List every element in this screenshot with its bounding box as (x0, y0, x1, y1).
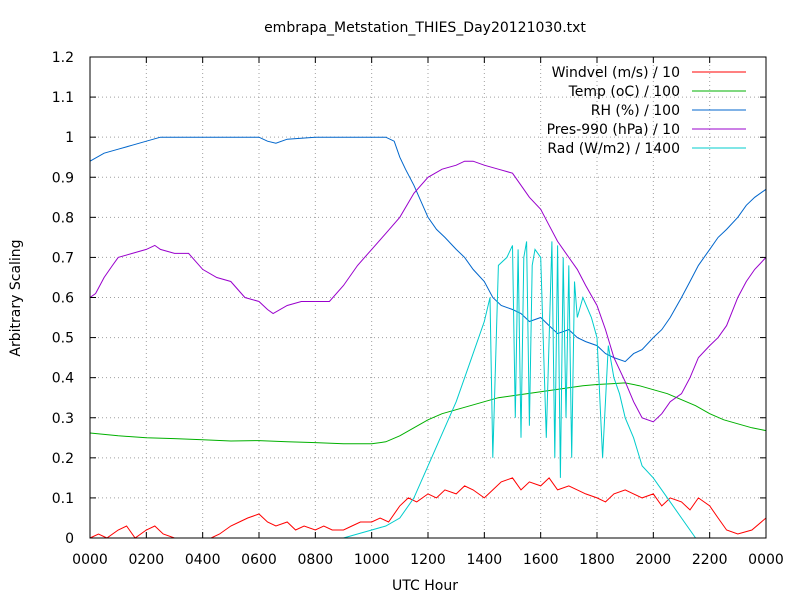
y-tick-label: 0.7 (52, 250, 74, 266)
series-line-1 (89, 477, 767, 539)
axis-ticks: 0000 0200 0400 0600 0800 1000 1200 1400 1600 1800… (52, 50, 784, 568)
y-tick-label: 0.1 (52, 491, 74, 507)
x-tick-label: 0000 (748, 552, 784, 568)
y-tick-label: 1 (65, 130, 74, 146)
x-tick-label: 0800 (298, 552, 334, 568)
x-tick-label: 1600 (523, 552, 559, 568)
x-axis-label: UTC Hour (392, 578, 458, 594)
x-tick-label: 0600 (241, 552, 277, 568)
y-tick-label: 0.2 (52, 451, 74, 467)
chart-title: embrapa_Metstation_THIES_Day20121030.txt (264, 20, 586, 36)
legend: Windvel (m/s) / 10 Temp (oC) / 100 RH (%) … (547, 65, 746, 157)
legend-label: Rad (W/m2) / 1400 (547, 141, 680, 157)
x-tick-label: 0400 (185, 552, 221, 568)
series-line-4 (89, 160, 767, 423)
y-tick-label: 1.1 (52, 90, 74, 106)
x-tick-label: 0200 (129, 552, 165, 568)
y-tick-label: 0.4 (52, 371, 74, 387)
y-tick-label: 0.3 (52, 411, 74, 427)
x-tick-label: 2000 (636, 552, 672, 568)
y-tick-label: 0.6 (52, 291, 74, 307)
legend-label: Temp (oC) / 100 (568, 84, 680, 100)
grid (90, 57, 766, 538)
y-tick-label: 0.5 (52, 331, 74, 347)
y-tick-label: 0.8 (52, 210, 74, 226)
x-tick-label: 1400 (467, 552, 503, 568)
series-line-2 (89, 382, 767, 445)
x-tick-label: 2200 (692, 552, 728, 568)
y-tick-label: 1.2 (52, 50, 74, 66)
legend-label: RH (%) / 100 (591, 103, 680, 119)
x-tick-label: 0000 (72, 552, 108, 568)
legend-label: Windvel (m/s) / 10 (552, 65, 680, 81)
x-tick-label: 1000 (354, 552, 390, 568)
x-tick-label: 1200 (410, 552, 446, 568)
y-axis-label: Arbitrary Scaling (8, 239, 24, 356)
y-tick-label: 0 (65, 531, 74, 547)
y-tick-label: 0.9 (52, 170, 74, 186)
x-tick-label: 1800 (579, 552, 615, 568)
legend-label: Pres-990 (hPa) / 10 (547, 122, 680, 138)
series-line-5 (90, 241, 766, 539)
